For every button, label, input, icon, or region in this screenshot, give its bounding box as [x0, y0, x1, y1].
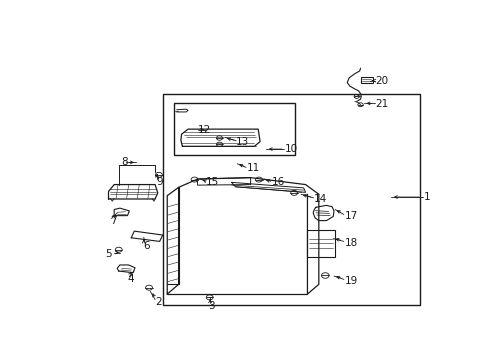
Text: 20: 20 — [375, 76, 388, 86]
Bar — [174, 103, 295, 156]
Text: 11: 11 — [246, 163, 260, 174]
Text: 3: 3 — [208, 301, 214, 311]
Text: 1: 1 — [423, 192, 430, 202]
Text: 12: 12 — [197, 125, 210, 135]
Text: 16: 16 — [271, 177, 284, 187]
Text: 5: 5 — [104, 249, 111, 259]
Bar — [307, 230, 334, 257]
Bar — [163, 94, 420, 305]
Text: 17: 17 — [344, 211, 357, 221]
Text: 18: 18 — [344, 238, 357, 248]
Text: 10: 10 — [284, 144, 297, 154]
Text: 6: 6 — [143, 240, 150, 251]
Text: 21: 21 — [375, 99, 388, 109]
Text: 15: 15 — [205, 177, 219, 187]
Text: 13: 13 — [236, 136, 249, 147]
Text: 19: 19 — [344, 276, 357, 286]
Text: 7: 7 — [109, 216, 116, 226]
Text: 14: 14 — [314, 194, 327, 204]
Text: 4: 4 — [127, 274, 134, 284]
Text: 8: 8 — [121, 157, 127, 167]
Text: 9: 9 — [156, 177, 163, 187]
Bar — [361, 77, 372, 82]
Text: 2: 2 — [155, 297, 162, 307]
